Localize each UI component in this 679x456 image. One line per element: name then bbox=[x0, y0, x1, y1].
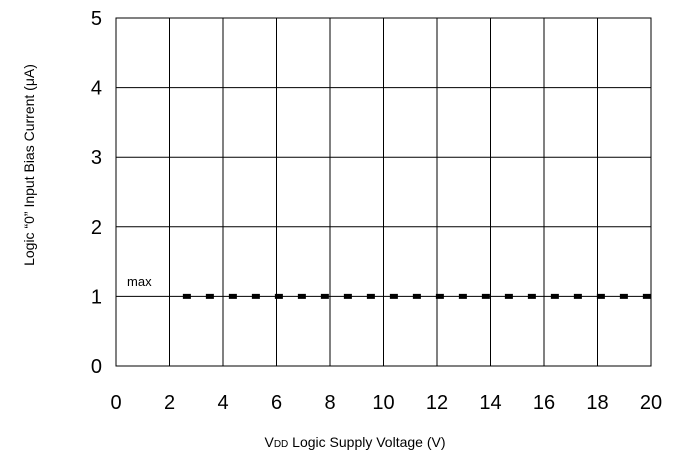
y-tick-label-1: 1 bbox=[91, 286, 102, 308]
x-tick-label-5: 10 bbox=[372, 392, 394, 414]
x-tick-label-8: 16 bbox=[533, 392, 555, 414]
x-axis-label: VDD Logic Supply Voltage (V) bbox=[264, 434, 445, 450]
y-tick-label-2: 2 bbox=[91, 217, 102, 239]
grid bbox=[115, 17, 652, 367]
y-tick-label-4: 4 bbox=[91, 78, 102, 100]
plot-frame bbox=[115, 17, 652, 367]
x-tick-label-10: 20 bbox=[640, 392, 662, 414]
annotation-max: max bbox=[127, 274, 152, 289]
x-tick-label-3: 6 bbox=[271, 392, 282, 414]
x-tick-label-2: 4 bbox=[217, 392, 228, 414]
x-tick-label-1: 2 bbox=[164, 392, 175, 414]
y-tick-labels: 0 1 2 3 4 5 bbox=[91, 8, 102, 378]
annotations: max bbox=[127, 274, 152, 289]
x-tick-label-4: 8 bbox=[324, 392, 335, 414]
y-axis-label: Logic “0” Input Bias Current (μA) bbox=[21, 64, 37, 266]
x-tick-label-7: 14 bbox=[479, 392, 501, 414]
x-tick-label-6: 12 bbox=[426, 392, 448, 414]
x-tick-labels: 0 2 4 6 8 10 12 14 16 18 20 bbox=[110, 392, 662, 414]
y-tick-label-0: 0 bbox=[91, 356, 102, 378]
x-tick-label-0: 0 bbox=[110, 392, 121, 414]
x-tick-label-9: 18 bbox=[586, 392, 608, 414]
y-tick-label-5: 5 bbox=[91, 8, 102, 30]
y-tick-label-3: 3 bbox=[91, 147, 102, 169]
